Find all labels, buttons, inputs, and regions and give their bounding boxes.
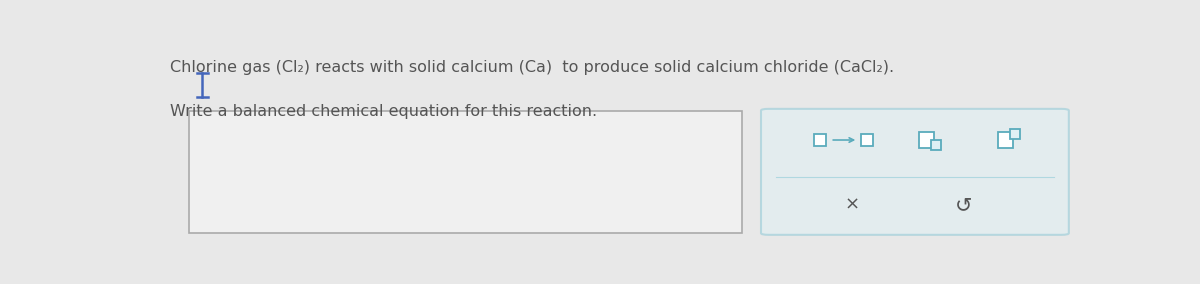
Text: ×: × bbox=[845, 196, 859, 214]
Bar bbox=[919, 132, 935, 148]
Bar bbox=[814, 134, 826, 146]
Bar bbox=[860, 134, 874, 146]
Text: ↺: ↺ bbox=[955, 195, 972, 215]
Text: Chlorine gas (Cl₂) reacts with solid calcium (Ca)  to produce solid calcium chlo: Chlorine gas (Cl₂) reacts with solid cal… bbox=[170, 60, 894, 75]
Bar bbox=[931, 140, 941, 149]
Bar bbox=[997, 132, 1014, 148]
FancyBboxPatch shape bbox=[761, 109, 1069, 235]
FancyBboxPatch shape bbox=[190, 110, 743, 233]
Text: Write a balanced chemical equation for this reaction.: Write a balanced chemical equation for t… bbox=[170, 104, 598, 119]
Bar bbox=[1010, 129, 1020, 139]
